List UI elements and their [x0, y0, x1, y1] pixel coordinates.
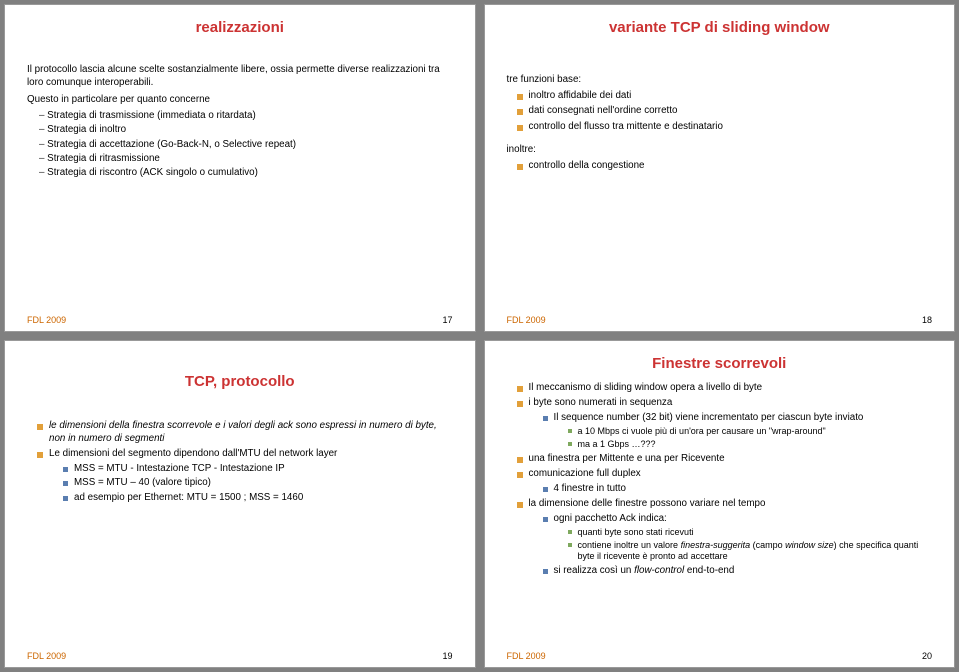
text: comunicazione full duplex [529, 468, 641, 479]
bullet-list: inoltro affidabile dei dati dati consegn… [517, 90, 933, 134]
list-item: MSS = MTU - Intestazione TCP - Intestazi… [63, 463, 453, 476]
list-item: Le dimensioni del segmento dipendono dal… [37, 448, 453, 504]
slide-body: tre funzioni base: inoltro affidabile de… [507, 74, 933, 173]
sub-list: Il sequence number (32 bit) viene increm… [543, 412, 933, 451]
list-item: contiene inoltre un valore finestra-sugg… [568, 540, 933, 564]
sub-list: ogni pacchetto Ack indica: quanti byte s… [543, 513, 933, 578]
list-item: ma a 1 Gbps …??? [568, 439, 933, 451]
slide-body: Il meccanismo di sliding window opera a … [507, 382, 933, 578]
list-item: Strategia di trasmissione (immediata o r… [39, 110, 453, 123]
slide-body: le dimensioni della finestra scorrevole … [27, 420, 453, 505]
bullet-list: le dimensioni della finestra scorrevole … [37, 420, 453, 505]
page-number: 20 [922, 651, 932, 661]
list-item: i byte sono numerati in sequenza Il sequ… [517, 397, 933, 450]
text: Le dimensioni del segmento dipendono dal… [49, 448, 337, 459]
page-number: 17 [442, 315, 452, 325]
page-number: 18 [922, 315, 932, 325]
list-item: Strategia di ritrasmissione [39, 153, 453, 166]
list-item: MSS = MTU – 40 (valore tipico) [63, 477, 453, 490]
list-item: una finestra per Mittente e una per Rice… [517, 453, 933, 466]
paragraph: inoltre: [507, 144, 933, 157]
list-item: ogni pacchetto Ack indica: quanti byte s… [543, 513, 933, 564]
footer-label: FDL 2009 [507, 651, 546, 661]
footer-label: FDL 2009 [27, 651, 66, 661]
slide-realizzazioni: realizzazioni Il protocollo lascia alcun… [4, 4, 476, 332]
text: Il sequence number (32 bit) viene increm… [554, 412, 864, 423]
footer-label: FDL 2009 [27, 315, 66, 325]
paragraph: Il protocollo lascia alcune scelte sosta… [27, 64, 453, 90]
list-item: le dimensioni della finestra scorrevole … [37, 420, 453, 446]
text: ogni pacchetto Ack indica: [554, 513, 667, 524]
paragraph: tre funzioni base: [507, 74, 933, 87]
list-item: ad esempio per Ethernet: MTU = 1500 ; MS… [63, 492, 453, 505]
slide-tcp-protocollo: TCP, protocollo le dimensioni della fine… [4, 340, 476, 668]
paragraph: Questo in particolare per quanto concern… [27, 94, 453, 107]
slide-title: variante TCP di sliding window [507, 19, 933, 36]
list-item: comunicazione full duplex 4 finestre in … [517, 468, 933, 495]
page-number: 19 [442, 651, 452, 661]
list-item: Strategia di riscontro (ACK singolo o cu… [39, 167, 453, 180]
list-item: controllo della congestione [517, 160, 933, 173]
list-item: a 10 Mbps ci vuole più di un'ora per cau… [568, 426, 933, 438]
footer-label: FDL 2009 [507, 315, 546, 325]
list-item: dati consegnati nell'ordine corretto [517, 105, 933, 118]
slide-title: Finestre scorrevoli [507, 355, 933, 372]
sub2-list: quanti byte sono stati ricevuti contiene… [568, 527, 933, 564]
slide-title: realizzazioni [27, 19, 453, 36]
list-item: controllo del flusso tra mittente e dest… [517, 121, 933, 134]
list-item: la dimensione delle finestre possono var… [517, 498, 933, 577]
slide-variante-tcp: variante TCP di sliding window tre funzi… [484, 4, 956, 332]
text: si realizza così un flow-control end-to-… [554, 565, 735, 576]
slide-finestre-scorrevoli: Finestre scorrevoli Il meccanismo di sli… [484, 340, 956, 668]
slide-title: TCP, protocollo [27, 373, 453, 390]
list-item: Strategia di inoltro [39, 124, 453, 137]
text: i byte sono numerati in sequenza [529, 397, 673, 408]
list-item: inoltro affidabile dei dati [517, 90, 933, 103]
sub2-list: a 10 Mbps ci vuole più di un'ora per cau… [568, 426, 933, 451]
list-item: Il sequence number (32 bit) viene increm… [543, 412, 933, 451]
list-item: Strategia di accettazione (Go-Back-N, o … [39, 139, 453, 152]
list-item: Il meccanismo di sliding window opera a … [517, 382, 933, 395]
list-item: 4 finestre in tutto [543, 483, 933, 496]
sub-list: MSS = MTU - Intestazione TCP - Intestazi… [63, 463, 453, 505]
dash-list: Strategia di trasmissione (immediata o r… [39, 110, 453, 181]
text-italic: le dimensioni della finestra scorrevole … [49, 420, 437, 444]
bullet-list: controllo della congestione [517, 160, 933, 173]
sub-list: 4 finestre in tutto [543, 483, 933, 496]
text: la dimensione delle finestre possono var… [529, 498, 766, 509]
list-item: si realizza così un flow-control end-to-… [543, 565, 933, 578]
slide-body: Il protocollo lascia alcune scelte sosta… [27, 64, 453, 180]
text: contiene inoltre un valore finestra-sugg… [578, 540, 919, 562]
list-item: quanti byte sono stati ricevuti [568, 527, 933, 539]
bullet-list: Il meccanismo di sliding window opera a … [517, 382, 933, 578]
